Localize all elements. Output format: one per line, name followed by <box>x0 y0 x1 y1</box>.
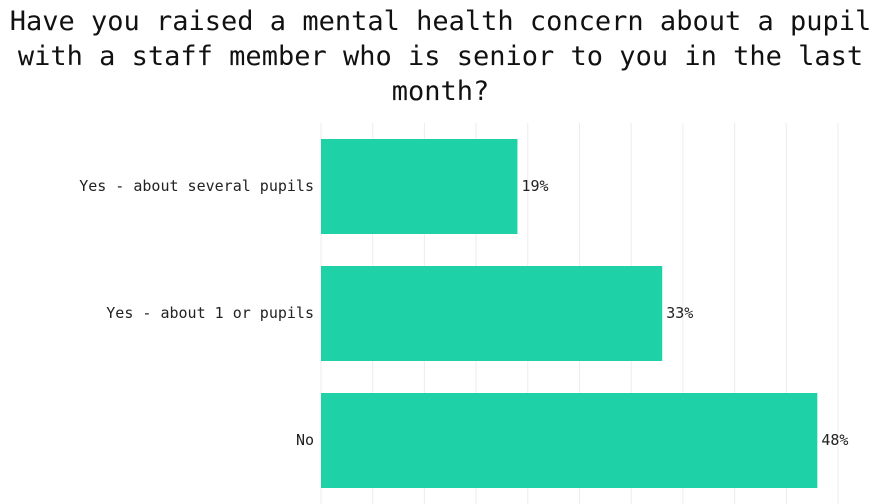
y-tick-label: No <box>296 431 314 449</box>
y-tick-label: Yes - about 1 or pupils <box>106 304 314 322</box>
y-tick-label: Yes - about several pupils <box>79 177 314 195</box>
bar <box>321 266 663 361</box>
chart-title: Have you raised a mental health concern … <box>9 6 872 107</box>
value-label: 33% <box>666 304 693 322</box>
value-label: 19% <box>521 177 548 195</box>
bar <box>321 139 518 234</box>
bar <box>321 393 818 488</box>
value-label: 48% <box>821 431 848 449</box>
